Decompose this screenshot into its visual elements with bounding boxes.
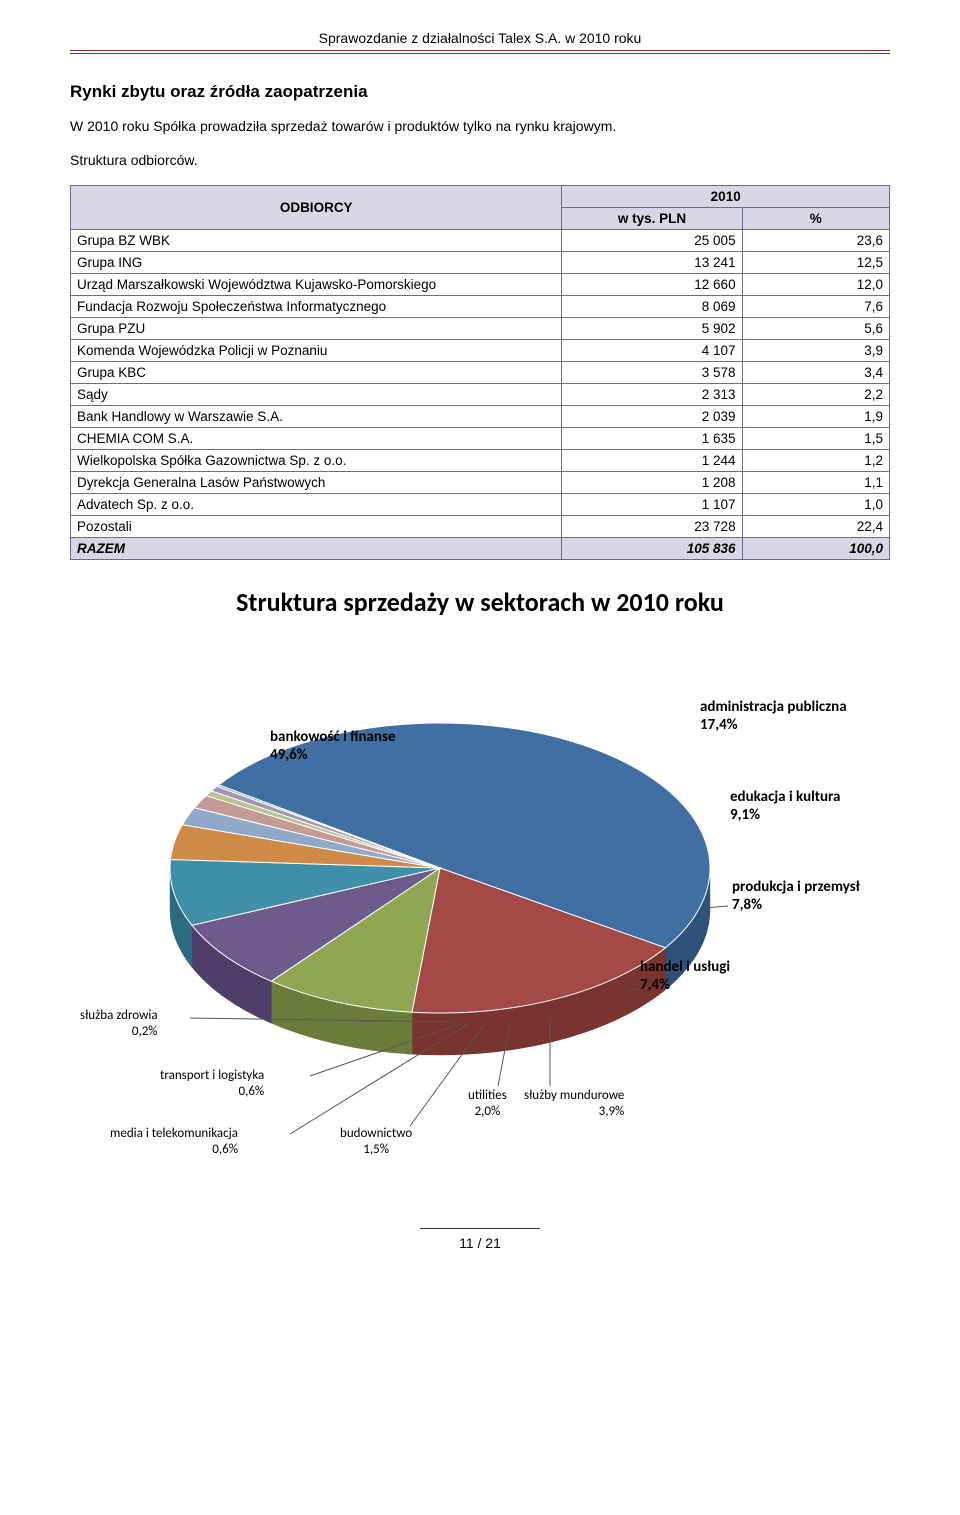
row-pct: 1,5: [742, 427, 889, 449]
row-pct: 5,6: [742, 317, 889, 339]
row-pln: 23 728: [562, 515, 742, 537]
table-row: Wielkopolska Spółka Gazownictwa Sp. z o.…: [71, 449, 890, 471]
page-number: 11 / 21: [420, 1228, 540, 1251]
th-pct: %: [742, 207, 889, 229]
row-label: Urząd Marszałkowski Województwa Kujawsko…: [71, 273, 562, 295]
row-pct: 3,9: [742, 339, 889, 361]
row-label: Fundacja Rozwoju Społeczeństwa Informaty…: [71, 295, 562, 317]
table-row: Bank Handlowy w Warszawie S.A.2 0391,9: [71, 405, 890, 427]
row-label: Komenda Wojewódzka Policji w Poznaniu: [71, 339, 562, 361]
row-pct: 3,4: [742, 361, 889, 383]
section-title: Rynki zbytu oraz źródła zaopatrzenia: [70, 82, 890, 102]
pie-slice-label: służba zdrowia0,2%: [80, 1008, 158, 1041]
row-label: Grupa BZ WBK: [71, 229, 562, 251]
row-label: Dyrekcja Generalna Lasów Państwowych: [71, 471, 562, 493]
pie-slice-label: produkcja i przemysł7,8%: [732, 878, 860, 916]
row-label: Advatech Sp. z o.o.: [71, 493, 562, 515]
row-pct: 7,6: [742, 295, 889, 317]
pie-slice-label: handel i usługi7,4%: [640, 958, 730, 996]
table-row: Fundacja Rozwoju Społeczeństwa Informaty…: [71, 295, 890, 317]
row-pln: 1 244: [562, 449, 742, 471]
total-pln: 105 836: [562, 537, 742, 559]
row-pct: 1,9: [742, 405, 889, 427]
structure-label: Struktura odbiorców.: [70, 150, 890, 170]
row-pct: 1,2: [742, 449, 889, 471]
chart-title: Struktura sprzedaży w sektorach w 2010 r…: [70, 586, 890, 618]
pie-slice-label: administracja publiczna17,4%: [700, 698, 847, 736]
table-row: CHEMIA COM S.A.1 6351,5: [71, 427, 890, 449]
pie-slice-label: media i telekomunikacja0,6%: [110, 1126, 238, 1159]
row-pln: 1 635: [562, 427, 742, 449]
total-pct: 100,0: [742, 537, 889, 559]
row-pln: 5 902: [562, 317, 742, 339]
row-pln: 1 107: [562, 493, 742, 515]
table-total-row: RAZEM105 836100,0: [71, 537, 890, 559]
row-pln: 8 069: [562, 295, 742, 317]
total-label: RAZEM: [71, 537, 562, 559]
intro-paragraph: W 2010 roku Spółka prowadziła sprzedaż t…: [70, 116, 890, 136]
row-pct: 23,6: [742, 229, 889, 251]
row-label: Grupa ING: [71, 251, 562, 273]
table-row: Grupa KBC3 5783,4: [71, 361, 890, 383]
th-year: 2010: [562, 185, 890, 207]
row-pln: 2 039: [562, 405, 742, 427]
pie-slice-label: budownictwo1,5%: [340, 1126, 412, 1159]
doc-header: Sprawozdanie z działalności Talex S.A. w…: [70, 30, 890, 54]
row-pct: 12,5: [742, 251, 889, 273]
table-row: Grupa PZU5 9025,6: [71, 317, 890, 339]
row-label: Grupa PZU: [71, 317, 562, 339]
pie-slice-label: edukacja i kultura9,1%: [730, 788, 840, 826]
table-row: Advatech Sp. z o.o.1 1071,0: [71, 493, 890, 515]
row-label: Grupa KBC: [71, 361, 562, 383]
pie-slice-label: bankowość i finanse49,6%: [270, 728, 396, 766]
row-label: Pozostali: [71, 515, 562, 537]
row-pln: 4 107: [562, 339, 742, 361]
row-pln: 3 578: [562, 361, 742, 383]
row-pln: 25 005: [562, 229, 742, 251]
row-pln: 13 241: [562, 251, 742, 273]
table-row: Sądy2 3132,2: [71, 383, 890, 405]
pie-chart: bankowość i finanse49,6% administracja pu…: [70, 628, 890, 1188]
pie-slice-label: utilities2,0%: [468, 1088, 507, 1121]
row-pln: 1 208: [562, 471, 742, 493]
table-row: Grupa ING13 24112,5: [71, 251, 890, 273]
th-odbiorcy: ODBIORCY: [71, 185, 562, 229]
table-row: Urząd Marszałkowski Województwa Kujawsko…: [71, 273, 890, 295]
th-pln: w tys. PLN: [562, 207, 742, 229]
row-pct: 1,1: [742, 471, 889, 493]
row-pct: 2,2: [742, 383, 889, 405]
row-pct: 1,0: [742, 493, 889, 515]
table-row: Pozostali23 72822,4: [71, 515, 890, 537]
row-label: CHEMIA COM S.A.: [71, 427, 562, 449]
table-row: Grupa BZ WBK25 00523,6: [71, 229, 890, 251]
row-pct: 22,4: [742, 515, 889, 537]
row-pln: 2 313: [562, 383, 742, 405]
row-pln: 12 660: [562, 273, 742, 295]
pie-slice-label: transport i logistyka0,6%: [160, 1068, 264, 1101]
odbiorcy-table: ODBIORCY 2010 w tys. PLN % Grupa BZ WBK2…: [70, 185, 890, 560]
table-row: Dyrekcja Generalna Lasów Państwowych1 20…: [71, 471, 890, 493]
table-row: Komenda Wojewódzka Policji w Poznaniu4 1…: [71, 339, 890, 361]
row-label: Sądy: [71, 383, 562, 405]
row-label: Bank Handlowy w Warszawie S.A.: [71, 405, 562, 427]
row-pct: 12,0: [742, 273, 889, 295]
pie-slice-label: służby mundurowe3,9%: [524, 1088, 624, 1121]
row-label: Wielkopolska Spółka Gazownictwa Sp. z o.…: [71, 449, 562, 471]
